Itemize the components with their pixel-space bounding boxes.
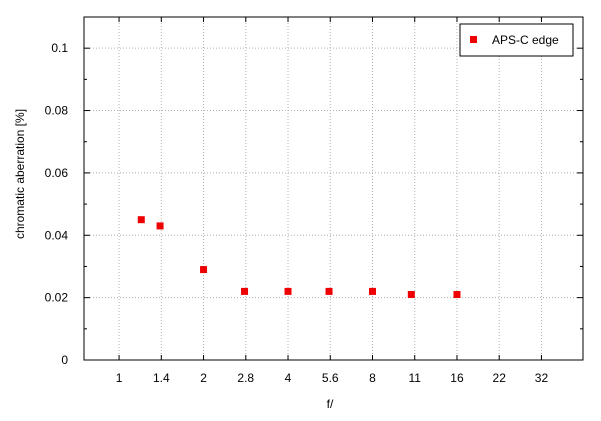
x-tick-label: 22 [493, 371, 507, 385]
y-tick-label: 0 [61, 353, 68, 367]
data-point [284, 287, 292, 295]
legend-marker-icon [470, 36, 477, 43]
data-point [200, 266, 208, 274]
data-point [156, 222, 164, 230]
x-tick-label: 11 [408, 371, 421, 385]
grid [84, 17, 583, 360]
data-point [407, 291, 415, 299]
x-tick-label: 8 [369, 371, 376, 385]
y-tick-label: 0.1 [51, 41, 68, 55]
data-points [137, 216, 461, 299]
x-tick-label: 1 [116, 371, 123, 385]
plot-border [83, 16, 584, 361]
legend-box [459, 23, 574, 57]
y-axis-label: chromatic aberration [%] [13, 109, 27, 239]
x-tick-label: 1.4 [153, 371, 170, 385]
y-tick-label: 0.08 [45, 104, 69, 118]
x-tick-label: 16 [450, 371, 464, 385]
x-tick-label: 5.6 [322, 371, 339, 385]
data-point [137, 216, 145, 224]
y-tick-label: 0.06 [45, 166, 69, 180]
data-point [368, 287, 376, 295]
y-tick-label: 0.04 [45, 228, 69, 242]
legend-label-aps-c-edge: APS-C edge [492, 33, 559, 47]
x-tick-label: 32 [535, 371, 549, 385]
data-point [453, 291, 461, 299]
x-tick-label: 4 [285, 371, 292, 385]
x-tick-label: 2.8 [237, 371, 254, 385]
x-tick-label: 2 [200, 371, 207, 385]
axes: 1 1.4 2 2.8 4 5.6 8 11 16 22 32 0 0.02 0.04 0.06 0.08 0.… [45, 16, 584, 385]
data-point [241, 287, 249, 295]
data-point [325, 287, 333, 295]
y-tick-label: 0.02 [45, 291, 69, 305]
x-axis-label: f/ [327, 397, 334, 411]
legend: APS-C edge [459, 23, 574, 57]
